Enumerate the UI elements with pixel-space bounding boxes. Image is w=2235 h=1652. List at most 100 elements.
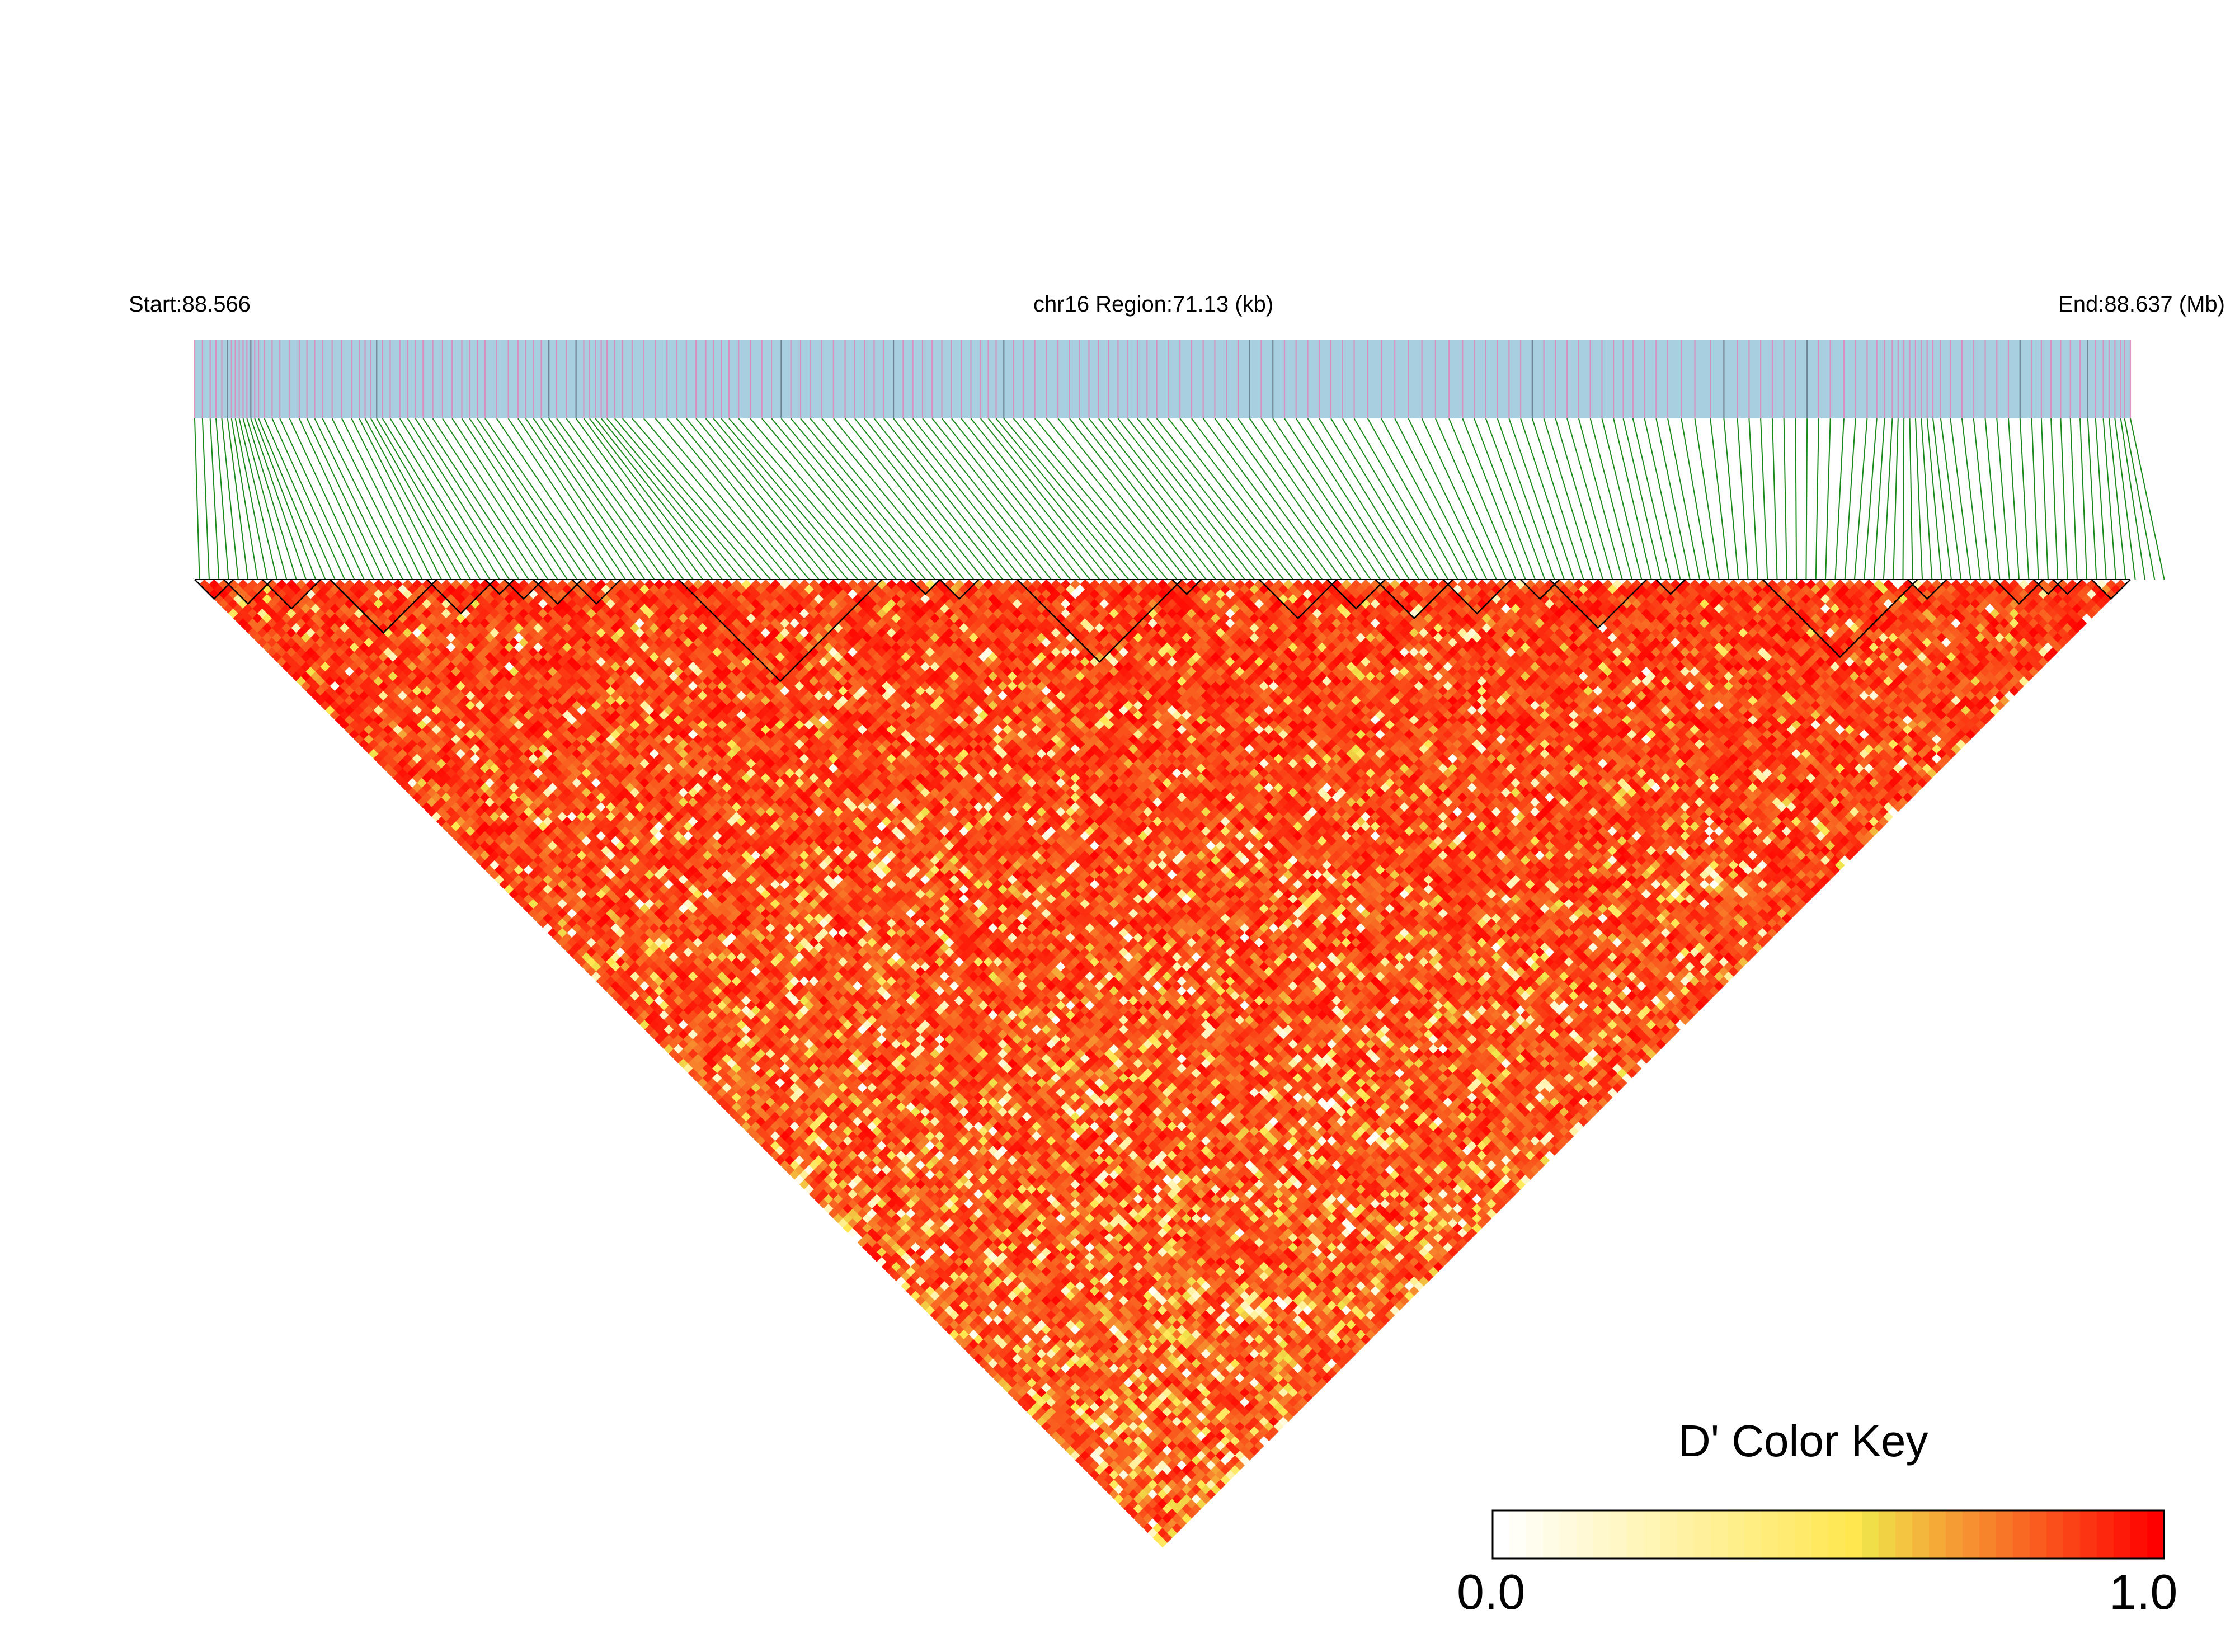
snp-connector xyxy=(1601,418,1643,580)
snp-connector xyxy=(2060,418,2068,580)
snp-connector xyxy=(1226,418,1342,580)
snp-connector xyxy=(1238,418,1352,580)
snp-connector xyxy=(705,418,839,580)
snp-connector xyxy=(1914,418,1923,580)
snp-connector xyxy=(655,418,791,580)
snp-connector xyxy=(496,418,607,580)
snp-connector xyxy=(2102,418,2117,580)
snp-connector xyxy=(1961,418,1981,580)
snp-connector xyxy=(242,418,288,580)
snp-connector xyxy=(695,418,829,580)
snp-connector xyxy=(595,418,723,580)
snp-connector xyxy=(893,418,1023,580)
snp-connector xyxy=(230,418,258,580)
snp-connector xyxy=(1079,418,1207,580)
snp-connector xyxy=(289,418,365,580)
snp-connector xyxy=(250,418,307,580)
snp-connector xyxy=(771,418,907,580)
snp-connector xyxy=(632,418,771,580)
snp-connector xyxy=(566,418,684,580)
snp-connector xyxy=(1474,418,1536,580)
snp-connector xyxy=(194,418,200,580)
snp-connector xyxy=(359,418,443,580)
snp-connector xyxy=(364,418,452,580)
snp-connector xyxy=(415,418,520,580)
snp-connector xyxy=(432,418,539,580)
snp-connector xyxy=(1367,418,1458,580)
snp-connector xyxy=(1760,418,1768,580)
snp-connector xyxy=(800,418,936,580)
snp-connector xyxy=(1844,418,1856,580)
snp-connector xyxy=(912,418,1042,580)
snp-connector xyxy=(469,418,578,580)
snp-connector xyxy=(676,418,810,580)
snp-connector xyxy=(1566,418,1613,580)
snp-connector xyxy=(556,418,675,580)
snp-connector xyxy=(1448,418,1517,580)
snp-connector xyxy=(258,418,326,580)
snp-connector xyxy=(970,418,1100,580)
snp-connector xyxy=(987,418,1119,580)
snp-connector xyxy=(1462,418,1526,580)
snp-connector xyxy=(600,418,732,580)
snp-connector xyxy=(533,418,646,580)
snp-connector xyxy=(1973,418,1991,580)
ld-heatmap-triangle xyxy=(199,579,2126,1548)
snp-connector xyxy=(1127,418,1255,580)
snp-connector xyxy=(1710,418,1730,580)
snp-connector xyxy=(382,418,481,580)
snp-connector xyxy=(864,418,994,580)
snp-connector xyxy=(1902,418,1905,580)
snp-connector xyxy=(1046,418,1178,580)
snp-connector xyxy=(821,418,955,580)
snp-connector xyxy=(614,418,752,580)
snp-connector xyxy=(1883,418,1893,580)
snp-connector xyxy=(484,418,597,580)
snp-connector xyxy=(854,418,984,580)
snp-connector xyxy=(1622,418,1662,580)
snp-connector xyxy=(1873,418,1885,580)
snp-connector xyxy=(1023,418,1159,580)
snp-connector xyxy=(1893,418,1899,580)
snp-connector xyxy=(451,418,558,580)
snp-connector xyxy=(1723,418,1739,580)
snp-connector xyxy=(264,418,336,580)
snp-connector xyxy=(1984,418,2001,580)
snp-connector xyxy=(370,418,462,580)
snp-connector xyxy=(1069,418,1197,580)
snp-connector xyxy=(833,418,965,580)
snp-connector xyxy=(941,418,1071,580)
snp-connector xyxy=(1330,418,1429,580)
snp-connector xyxy=(2114,418,2136,580)
snp-connector xyxy=(1088,418,1216,580)
snp-connector xyxy=(227,418,249,580)
snp-connector xyxy=(1098,418,1226,580)
track-background xyxy=(195,340,2130,418)
snp-connector xyxy=(1214,418,1333,580)
snp-connector xyxy=(728,418,868,580)
snp-connector xyxy=(1632,418,1672,580)
snp-connector xyxy=(1272,418,1381,580)
snp-connector xyxy=(341,418,423,580)
snp-connector xyxy=(1249,418,1362,580)
snp-connector xyxy=(517,418,626,580)
snp-connector xyxy=(221,418,239,580)
snp-connector xyxy=(1117,418,1245,580)
snp-connector xyxy=(1381,418,1468,580)
snp-connector xyxy=(407,418,510,580)
snp-connector xyxy=(643,418,781,580)
snp-connector xyxy=(1156,418,1284,580)
snp-connector xyxy=(961,418,1091,580)
snp-connector xyxy=(780,418,916,580)
snp-connector xyxy=(1191,418,1313,580)
snp-connector xyxy=(2019,418,2030,580)
snp-connector xyxy=(351,418,432,580)
snp-connector xyxy=(1408,418,1488,580)
snp-connector xyxy=(931,418,1062,580)
snp-connector xyxy=(1319,418,1420,580)
snp-connector xyxy=(548,418,665,580)
snp-connector xyxy=(2008,418,2020,580)
snp-connector xyxy=(1795,418,1798,580)
snp-connector xyxy=(761,418,897,580)
snp-connector xyxy=(1179,418,1304,580)
